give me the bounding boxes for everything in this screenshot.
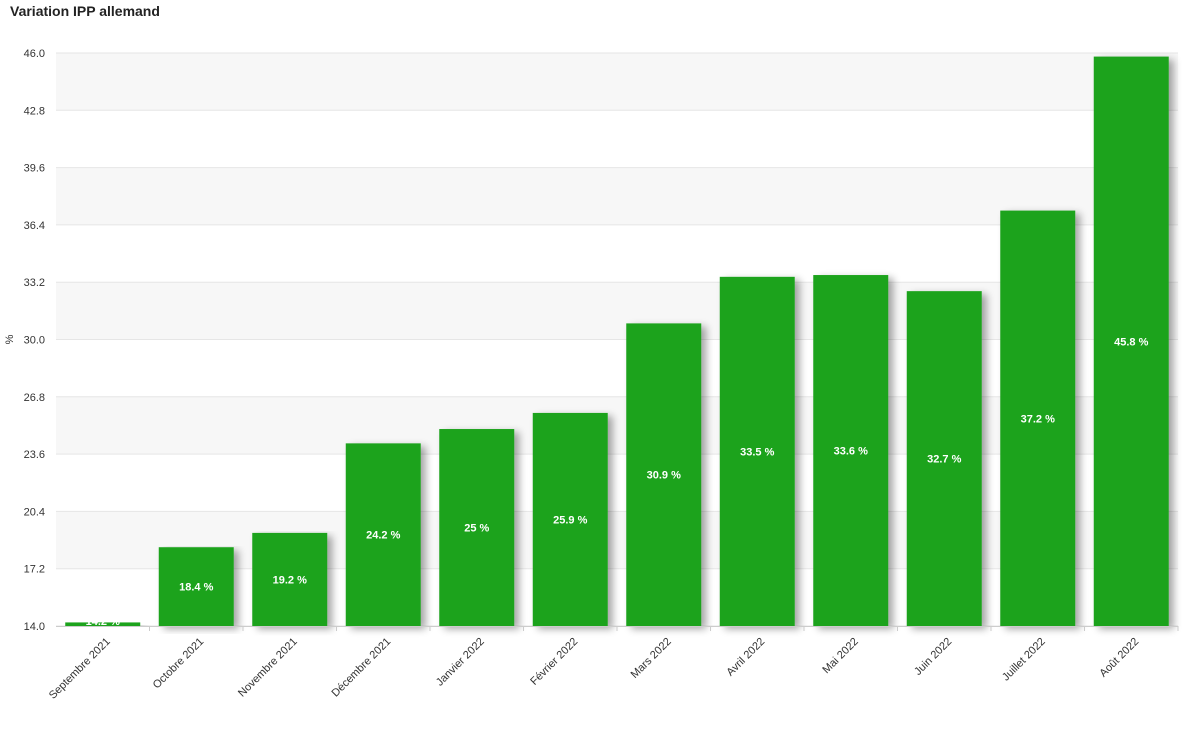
y-tick-label: 30.0: [24, 335, 45, 347]
y-tick-label: 39.6: [24, 163, 45, 175]
grid-band: [56, 396, 1178, 455]
y-tick-label: 20.4: [24, 506, 45, 518]
x-category-label: Mars 2022: [629, 636, 674, 681]
bar[interactable]: [719, 276, 795, 626]
bar[interactable]: [158, 547, 234, 626]
x-category-label: Octobre 2021: [151, 636, 207, 692]
x-category-label: Août 2022: [1097, 636, 1141, 680]
bar[interactable]: [1000, 210, 1076, 626]
x-category-label: Juin 2022: [912, 636, 954, 678]
grid: [56, 52, 1178, 627]
bar-value-label: 25.9 %: [553, 514, 587, 526]
bar-value-label: 32.7 %: [927, 454, 961, 466]
y-axis-label: %: [4, 334, 16, 344]
bar-labels: 14.2 % 18.4 % 19.2 % 24.2 % 25 % 25.9 % 30.9 %…: [86, 336, 1149, 628]
bar[interactable]: [252, 532, 328, 626]
bar-value-label: 45.8 %: [1114, 336, 1148, 348]
x-category-label: Février 2022: [528, 636, 580, 688]
bar[interactable]: [813, 275, 889, 626]
bar[interactable]: [345, 443, 421, 626]
bar-value-label: 19.2 %: [273, 574, 307, 586]
bar-value-label: 25 %: [464, 523, 489, 535]
grid-band: [56, 53, 1178, 111]
x-category-label: Mai 2022: [820, 636, 860, 676]
bar-value-label: 33.5 %: [740, 446, 774, 458]
bar-value-label: 30.9 %: [647, 470, 681, 482]
grid-band: [56, 282, 1178, 340]
y-tick-label: 26.8: [24, 392, 45, 404]
bar[interactable]: [65, 622, 141, 626]
bar-value-label: 33.6 %: [834, 446, 868, 458]
x-category-label: Décembre 2021: [330, 636, 394, 700]
y-tick-label: 17.2: [24, 564, 45, 576]
y-tick-label: 23.6: [24, 449, 45, 461]
bars: [65, 56, 1169, 627]
bar[interactable]: [439, 429, 515, 626]
x-category-label: Juillet 2022: [1000, 636, 1048, 684]
y-tick-label: 36.4: [24, 220, 45, 232]
bar[interactable]: [1093, 56, 1169, 627]
grid-band: [56, 511, 1178, 569]
bar[interactable]: [626, 323, 702, 626]
grid-band: [56, 167, 1178, 225]
y-tick-label: 33.2: [24, 277, 45, 289]
x-category-label: Avril 2022: [724, 636, 767, 679]
x-category-label: Septembre 2021: [47, 636, 113, 702]
bar-value-label: 24.2 %: [366, 530, 400, 542]
x-category-label: Novembre 2021: [236, 636, 300, 700]
bar-value-label: 18.4 %: [179, 582, 213, 594]
bar-value-label: 37.2 %: [1021, 413, 1055, 425]
chart-title: Variation IPP allemand: [10, 3, 160, 19]
x-category-label: Janvier 2022: [434, 636, 487, 689]
y-tick-label: 42.8: [24, 105, 45, 117]
y-tick-label: 46.0: [24, 48, 45, 60]
bar[interactable]: [906, 291, 982, 626]
bar-value-label: 14.2 %: [86, 616, 120, 628]
bar[interactable]: [532, 412, 608, 626]
y-tick-label: 14.0: [24, 621, 45, 633]
